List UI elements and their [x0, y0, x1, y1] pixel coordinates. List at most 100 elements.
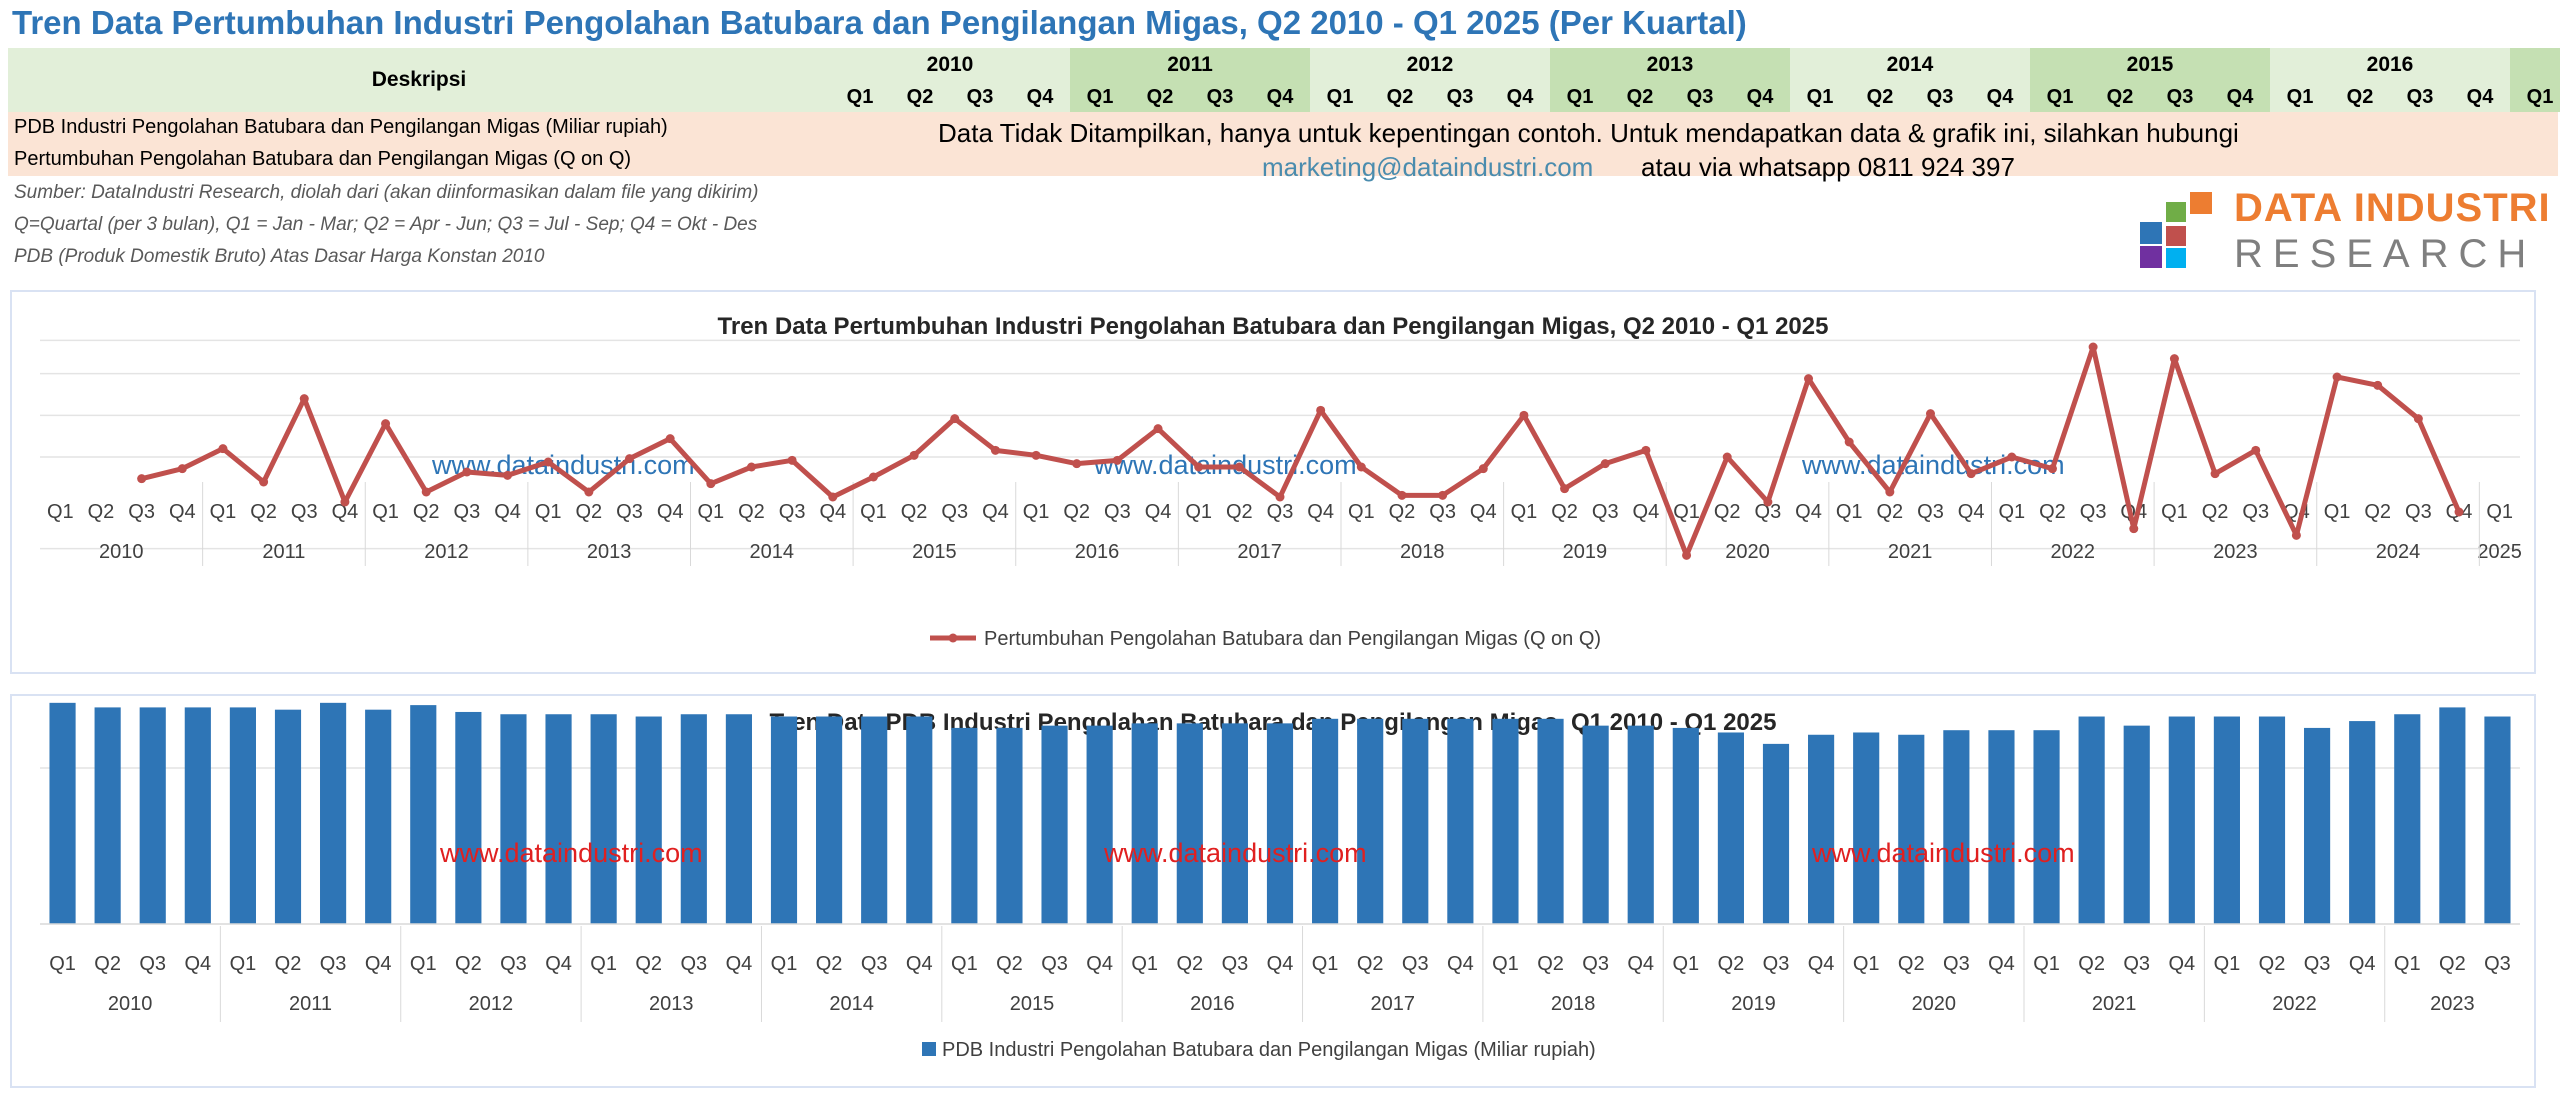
year-tick-label: 2014: [750, 541, 795, 563]
quarter-tick-label: Q1: [2161, 501, 2188, 523]
bar: [410, 705, 437, 924]
quarter-header: Q4: [2210, 82, 2270, 112]
logo-square: [2166, 202, 2186, 222]
quarter-tick-label: Q1: [1511, 501, 1538, 523]
data-point: [1316, 405, 1326, 415]
data-point: [299, 394, 309, 404]
year-tick-label: 2016: [1075, 541, 1120, 563]
data-point: [2210, 469, 2220, 479]
legend-swatch-icon: [922, 1042, 936, 1056]
data-point: [828, 492, 838, 502]
quarter-tick-label: Q4: [1633, 501, 1660, 523]
quarter-tick-label: Q4: [1267, 953, 1294, 975]
quarter-tick-label: Q4: [365, 953, 392, 975]
quarter-header: Q4: [1730, 82, 1790, 112]
quarter-tick-label: Q1: [1672, 953, 1699, 975]
quarter-header: Q4: [1010, 82, 1070, 112]
quarter-tick-label: Q1: [1023, 501, 1050, 523]
data-point: [584, 487, 594, 497]
quarter-tick-label: Q4: [2168, 953, 2195, 975]
contact-email-link[interactable]: marketing@dataindustri.com: [1262, 152, 1594, 182]
year-tick-label: 2022: [2272, 993, 2317, 1015]
data-point: [2088, 342, 2098, 352]
data-point: [1356, 462, 1366, 472]
quarter-tick-label: Q1: [2394, 953, 2421, 975]
watermark-text: www.dataindustri.com: [439, 838, 703, 868]
quarter-header: Q4: [1970, 82, 2030, 112]
data-point: [381, 419, 391, 429]
bar: [2078, 716, 2105, 924]
bar: [1853, 732, 1880, 924]
quarter-tick-label: Q2: [94, 953, 121, 975]
year-tick-label: 2016: [1190, 993, 1235, 1015]
quarter-header: Q3: [2390, 82, 2450, 112]
quarter-tick-label: Q2: [2364, 501, 2391, 523]
data-point: [2169, 354, 2179, 364]
year-tick-label: 2021: [2092, 993, 2137, 1015]
data-point: [1560, 484, 1570, 494]
quarter-tick-label: Q4: [1447, 953, 1474, 975]
data-point: [2251, 445, 2261, 455]
quarter-tick-label: Q4: [657, 501, 684, 523]
data-point: [2047, 464, 2057, 474]
year-header: 2010: [830, 48, 1070, 82]
bar: [2349, 721, 2376, 924]
quarter-header: Q1: [2030, 82, 2090, 112]
data-point: [2413, 414, 2423, 424]
quarter-tick-label: Q3: [1104, 501, 1131, 523]
quarter-tick-label: Q1: [47, 501, 74, 523]
data-point: [950, 414, 960, 424]
bar: [1266, 723, 1294, 924]
bar: [1988, 730, 2015, 924]
bar: [2213, 716, 2240, 924]
data-point: [665, 434, 675, 444]
bar: [861, 716, 888, 924]
quarter-tick-label: Q2: [1551, 501, 1578, 523]
bar: [1627, 725, 1654, 924]
year-tick-label: 2011: [262, 541, 305, 563]
growth-line-chart-svg: Tren Data Pertumbuhan Industri Pengolaha…: [40, 313, 2522, 650]
quarter-header: Q2: [1610, 82, 1670, 112]
watermark-text: www.dataindustri.com: [1801, 450, 2065, 480]
bar: [229, 707, 256, 924]
quarter-header: Q2: [2330, 82, 2390, 112]
logo-square: [2140, 246, 2162, 268]
quarter-header: Q1: [1790, 82, 1850, 112]
company-logo-icon: [2140, 192, 2212, 268]
quarter-tick-label: Q4: [494, 501, 521, 523]
bar: [1898, 734, 1925, 924]
year-tick-label: 2019: [1563, 541, 1608, 563]
data-point: [1275, 492, 1285, 502]
notice-whatsapp: atau via whatsapp 0811 924 397: [1641, 152, 2015, 182]
quarter-tick-label: Q1: [1998, 501, 2025, 523]
year-tick-label: 2024: [2376, 541, 2421, 563]
quarter-tick-label: Q2: [1176, 953, 1203, 975]
bar: [635, 716, 662, 924]
bar: [2123, 725, 2150, 924]
pdb-bar-chart-svg: Tren Data PDB Industri Pengolahan Batuba…: [40, 702, 2520, 1061]
data-point: [1438, 490, 1448, 500]
data-point: [1682, 550, 1692, 560]
bar: [2484, 716, 2511, 924]
quarter-tick-label: Q3: [1222, 953, 1249, 975]
quarter-header: Q2: [2090, 82, 2150, 112]
year-tick-label: 2017: [1237, 541, 1282, 563]
quarter-tick-label: Q3: [941, 501, 968, 523]
quarter-tick-label: Q1: [1492, 953, 1519, 975]
year-tick-label: 2019: [1731, 993, 1776, 1015]
pdb-bar-chart: Tren Data PDB Industri Pengolahan Batuba…: [10, 694, 2536, 1088]
quarter-tick-label: Q1: [697, 501, 724, 523]
quarter-tick-label: Q3: [1402, 953, 1429, 975]
bar: [725, 714, 752, 924]
bar: [680, 714, 707, 924]
quarter-tick-label: Q3: [1041, 953, 1068, 975]
year-header: 2016: [2270, 48, 2510, 82]
pdb-note: PDB (Produk Domestik Bruto) Atas Dasar H…: [14, 246, 545, 267]
year-tick-label: 2020: [1912, 993, 1957, 1015]
quarter-tick-label: Q3: [1755, 501, 1782, 523]
bar: [1221, 723, 1248, 924]
year-tick-label: 2022: [2051, 541, 2096, 563]
data-point: [1519, 410, 1529, 420]
data-point: [137, 474, 147, 484]
quarter-tick-label: Q3: [454, 501, 481, 523]
